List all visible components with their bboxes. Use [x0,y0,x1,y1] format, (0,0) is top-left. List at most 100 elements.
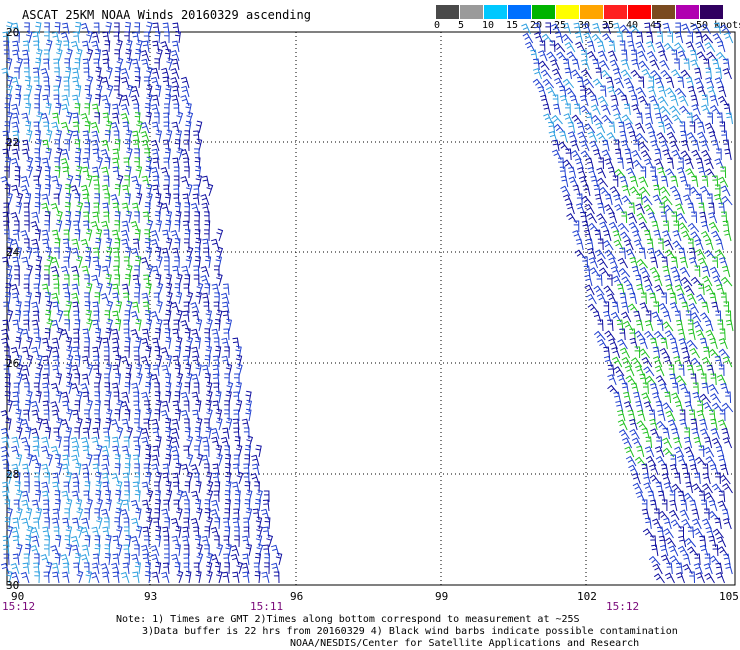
wind-barb [550,59,560,71]
wind-barb [671,211,678,224]
wind-barb [75,21,82,35]
wind-barb [60,121,70,134]
wind-barb [42,508,50,521]
wind-barb [84,409,90,422]
wind-barb [65,111,73,125]
wind-barb [34,462,42,476]
wind-barb [2,256,10,269]
wind-barb [184,427,191,440]
wind-barb [679,121,686,134]
wind-barb [81,517,90,530]
wind-barb [114,211,121,224]
wind-barb [704,492,716,503]
wind-barb [680,139,690,152]
wind-barb [649,59,660,71]
wind-barb [596,293,607,305]
wind-barb [568,166,577,179]
wind-barb [662,230,672,242]
wind-barb [171,40,180,53]
wind-barb [677,328,686,341]
wind-barb [669,555,681,566]
wind-barb [196,282,204,296]
wind-barb [255,516,263,530]
wind-barb [26,453,34,467]
wind-barb [691,508,700,521]
wind-barb [6,507,13,521]
wind-barb [236,471,244,485]
wind-barb [23,202,30,215]
wind-barb [660,337,668,350]
wind-barb [51,175,60,188]
wind-barb [144,310,151,323]
wind-barb [233,427,240,440]
wind-barb [686,112,693,125]
wind-barb [655,400,664,413]
wind-barb [678,535,687,548]
wind-barb [91,436,100,449]
wind-barb [648,76,655,89]
wind-barb [165,480,172,494]
wind-barb [162,22,170,35]
wind-barb [232,337,240,350]
wind-barb [233,391,240,404]
wind-barb [662,22,671,35]
wind-barb [662,220,670,233]
wind-barb [16,372,23,386]
wind-barb [647,490,656,503]
wind-barb [235,444,243,458]
wind-barb [172,400,180,413]
wind-barb [184,229,191,242]
wind-barb [649,418,658,431]
wind-barb [627,40,636,53]
wind-barb [11,445,20,458]
wind-barb [94,391,101,404]
wind-barb [604,204,615,215]
wind-barb [112,436,120,449]
wind-barb [707,112,713,125]
wind-barb [14,472,21,485]
wind-barb [195,120,203,134]
wind-barb [155,129,162,143]
wind-barb [714,158,724,170]
wind-barb [614,87,627,98]
wind-barb [121,202,130,215]
wind-barb [532,78,545,89]
wind-barb [135,183,142,197]
wind-barb [65,498,73,512]
wind-barb [244,444,252,458]
wind-barb [651,175,659,188]
wind-barb [183,301,190,314]
wind-barb [684,184,691,197]
wind-barb [232,517,240,530]
wind-barb [195,417,203,431]
wind-barb [164,328,171,341]
wind-barb [145,345,152,359]
wind-barb [621,195,633,206]
wind-barb [721,402,734,413]
wind-barb [723,229,732,242]
wind-barb [54,166,61,179]
wind-barb [719,24,731,35]
wind-barb [135,192,143,206]
wind-barb [241,418,250,431]
wind-barb [665,410,676,422]
wind-barb [692,320,704,332]
wind-barb [1,490,10,503]
wind-barb [174,283,181,296]
wind-barb [165,381,172,395]
wind-barb [271,562,280,575]
wind-barb [723,301,730,314]
wind-barb [722,356,733,368]
wind-barb [224,346,230,359]
wind-barb [681,301,690,314]
wind-barb [44,220,51,233]
wind-barb [194,445,200,458]
wind-barb [72,31,80,44]
wind-barb [653,275,663,287]
wind-barb [624,239,634,251]
wind-barb [154,211,161,224]
wind-barb [1,436,10,449]
wind-barb [141,436,150,449]
wind-barb [660,175,669,188]
wind-barb [194,229,201,242]
